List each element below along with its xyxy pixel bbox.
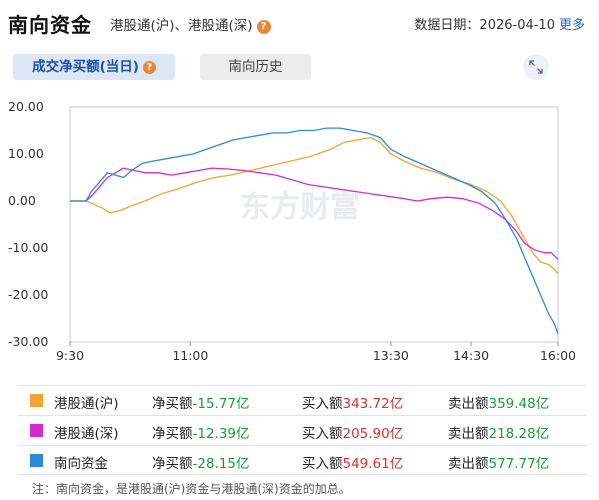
net-buy: 净买额-28.15亿	[152, 456, 250, 472]
help-icon[interactable]: ?	[256, 20, 271, 34]
watermark: 东方财富	[240, 190, 360, 225]
y-tick-label: -30.00	[8, 334, 48, 349]
x-tick-label: 14:30	[453, 348, 489, 363]
summary-table: 港股通(沪) 净买额-15.77亿 买入额343.72亿 卖出额359.48亿 …	[18, 385, 586, 475]
net-buy: 净买额-15.77亿	[152, 396, 250, 412]
buy-amount: 买入额343.72亿	[302, 396, 404, 412]
expand-icon	[529, 60, 543, 74]
page-subtitle: 港股通(沪)、港股通(深)?	[110, 14, 271, 34]
series-name: 港股通(沪)	[54, 396, 119, 412]
tab-help-icon[interactable]: ?	[142, 61, 156, 74]
footnote: 注：南向资金，是港股通(沪)资金与港股通(深)资金的加总。	[32, 482, 351, 496]
y-tick-label: 10.00	[8, 146, 44, 161]
x-tick-label: 13:30	[373, 348, 409, 363]
plot-frame	[69, 106, 559, 343]
series-name: 港股通(深)	[54, 426, 119, 442]
tab-southbound-history[interactable]: 南向历史	[200, 54, 311, 80]
table-row-southbound: 南向资金 净买额-28.15亿 买入额549.61亿 卖出额577.77亿	[18, 445, 586, 475]
tab-net-buy-today[interactable]: 成交净买额(当日)?	[13, 54, 175, 80]
date-label: 数据日期：	[414, 18, 480, 33]
sell-amount: 卖出额577.77亿	[448, 456, 550, 472]
y-tick-label: -10.00	[8, 240, 48, 255]
header: 南向资金 港股通(沪)、港股通(深)? 数据日期：2026-04-10 更多	[0, 0, 599, 44]
subtitle-text: 港股通(沪)、港股通(深)	[110, 18, 253, 34]
date-value: 2026-04-10	[479, 18, 555, 33]
y-tick-label: 20.00	[8, 99, 44, 114]
series-line-1	[70, 136, 559, 275]
net-buy: 净买额-12.39亿	[152, 426, 250, 442]
page-title: 南向资金	[8, 13, 92, 37]
x-tick-label: 9:30	[56, 348, 84, 363]
sell-amount: 卖出额359.48亿	[448, 396, 550, 412]
y-tick-label: 0.00	[8, 193, 36, 208]
chart-svg: 20.00 10.00 0.00 -10.00 -20.00 -30.00 9:30 11:0…	[8, 99, 576, 363]
tab-label: 成交净买额(当日)	[32, 59, 139, 75]
series-line-2	[70, 167, 559, 260]
y-tick-label: -20.00	[8, 287, 48, 302]
color-swatch	[30, 454, 43, 467]
series-line-3	[70, 127, 559, 334]
data-date: 数据日期：2026-04-10 更多	[414, 14, 585, 33]
expand-button[interactable]	[523, 54, 549, 80]
x-tick-label: 11:00	[172, 348, 208, 363]
more-link[interactable]: 更多	[558, 18, 585, 33]
table-row-sz: 港股通(深) 净买额-12.39亿 买入额205.90亿 卖出额218.28亿	[18, 415, 586, 445]
tab-label: 南向历史	[228, 59, 283, 75]
buy-amount: 买入额549.61亿	[302, 456, 404, 472]
sell-amount: 卖出额218.28亿	[448, 426, 550, 442]
color-swatch	[30, 394, 43, 407]
series-name: 南向资金	[54, 456, 108, 472]
x-tick-label: 16:00	[540, 348, 576, 363]
color-swatch	[30, 424, 43, 437]
buy-amount: 买入额205.90亿	[302, 426, 404, 442]
net-buy-chart: 20.00 10.00 0.00 -10.00 -20.00 -30.00 9:30 11:0…	[0, 95, 599, 375]
table-row-sh: 港股通(沪) 净买额-15.77亿 买入额343.72亿 卖出额359.48亿	[18, 385, 586, 415]
